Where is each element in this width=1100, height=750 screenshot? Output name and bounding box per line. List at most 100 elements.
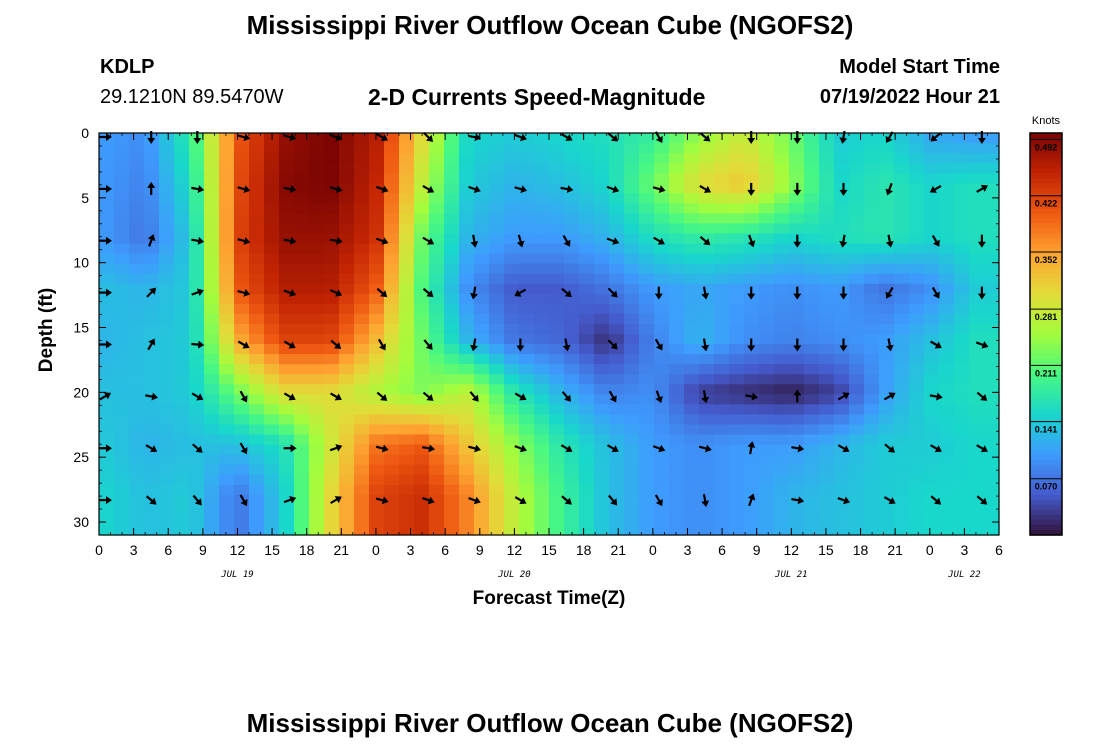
heatmap-cell <box>639 524 655 536</box>
heatmap-cell <box>249 334 265 345</box>
heatmap-cell <box>834 323 850 335</box>
current-arrow <box>930 340 942 349</box>
heatmap-cell <box>459 253 475 265</box>
heatmap-cell <box>939 163 955 174</box>
heatmap-cell <box>579 514 595 526</box>
x-tick-label: 21 <box>887 542 903 558</box>
heatmap-cell <box>774 253 790 265</box>
heatmap-cell <box>954 233 970 245</box>
heatmap-cell <box>129 364 145 375</box>
heatmap-cell <box>369 384 385 395</box>
heatmap-cell <box>549 494 565 506</box>
heatmap-cell <box>294 504 310 516</box>
heatmap-cell <box>744 143 760 154</box>
heatmap-cell <box>204 514 220 526</box>
heatmap-cell <box>399 464 415 476</box>
heatmap-cell <box>204 273 220 285</box>
current-arrow <box>191 443 203 453</box>
heatmap-cell <box>354 464 370 476</box>
heatmap-cell <box>939 404 955 415</box>
heatmap-cell <box>414 253 430 265</box>
heatmap-cell <box>549 474 565 486</box>
current-arrow-head <box>747 293 756 300</box>
heatmap-cell <box>294 283 310 295</box>
heatmap-cell <box>489 484 505 496</box>
heatmap-cell <box>504 484 520 496</box>
heatmap-cell <box>249 163 265 174</box>
heatmap-cell <box>834 243 850 255</box>
colorbar-segment <box>1030 479 1062 486</box>
heatmap-cell <box>894 153 910 164</box>
heatmap-cell <box>474 313 490 325</box>
heatmap-cell <box>384 354 400 365</box>
heatmap-cell <box>744 253 760 265</box>
heatmap-cell <box>459 263 475 275</box>
heatmap-cell <box>759 173 775 184</box>
heatmap-cell <box>429 384 445 395</box>
heatmap-cell <box>759 213 775 225</box>
heatmap-cell <box>729 173 745 184</box>
heatmap-cell <box>954 163 970 174</box>
heatmap-cell <box>264 504 280 516</box>
current-arrow-head <box>930 134 938 142</box>
heatmap-cell <box>834 394 850 405</box>
heatmap-cell <box>564 283 580 295</box>
heatmap-cell <box>489 163 505 174</box>
heatmap-cell <box>744 474 760 486</box>
heatmap-cell <box>729 253 745 265</box>
heatmap-cell <box>534 374 550 385</box>
heatmap-cell <box>174 203 190 214</box>
x-tick-label: 15 <box>818 542 834 558</box>
heatmap-cell <box>984 514 1000 526</box>
heatmap-cell <box>684 364 700 375</box>
heatmap-cell <box>804 394 820 405</box>
heatmap-cell <box>579 374 595 385</box>
heatmap-cell <box>774 243 790 255</box>
heatmap-cell <box>99 374 115 385</box>
heatmap-cell <box>594 203 610 214</box>
heatmap-cell <box>294 344 310 355</box>
current-arrow-head <box>933 497 942 505</box>
heatmap-cell <box>804 414 820 426</box>
heatmap-cell <box>384 434 400 446</box>
heatmap-cell <box>594 504 610 516</box>
heatmap-cell <box>339 404 355 415</box>
heatmap-cell <box>594 384 610 395</box>
heatmap-cell <box>489 364 505 375</box>
heatmap-cell <box>579 354 595 365</box>
heatmap-cell <box>954 474 970 486</box>
heatmap-cell <box>909 263 925 275</box>
heatmap-cell <box>369 424 385 436</box>
heatmap-cell <box>594 404 610 415</box>
heatmap-cell <box>264 474 280 486</box>
current-arrow <box>283 340 296 349</box>
heatmap-cell <box>444 263 460 275</box>
current-arrow <box>422 391 434 401</box>
heatmap-cell <box>294 173 310 184</box>
heatmap-cell <box>399 263 415 275</box>
heatmap-cell <box>489 394 505 405</box>
heatmap-cell <box>804 143 820 154</box>
heatmap-cell <box>819 293 835 305</box>
heatmap-cell <box>729 464 745 476</box>
heatmap-cell <box>744 454 760 466</box>
heatmap-cell <box>414 143 430 154</box>
heatmap-cell <box>264 454 280 466</box>
colorbar-segment <box>1030 248 1062 255</box>
heatmap-cell <box>309 464 325 476</box>
heatmap-cell <box>339 203 355 214</box>
current-arrow <box>239 494 248 507</box>
heatmap-cell <box>294 323 310 335</box>
heatmap-cell <box>219 484 235 496</box>
heatmap-cell <box>609 283 625 295</box>
heatmap-cell <box>384 173 400 184</box>
current-arrow-head <box>793 241 802 248</box>
heatmap-cell <box>909 233 925 245</box>
heatmap-cell <box>474 424 490 436</box>
heatmap-cell <box>984 253 1000 265</box>
heatmap-cell <box>189 243 205 255</box>
heatmap-cell <box>354 384 370 395</box>
heatmap-cell <box>909 253 925 265</box>
heatmap-cell <box>864 153 880 164</box>
